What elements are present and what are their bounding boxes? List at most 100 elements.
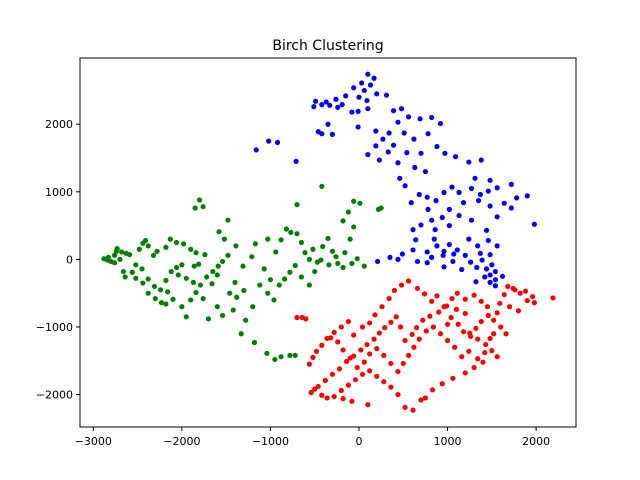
data-point bbox=[373, 143, 379, 149]
data-point bbox=[351, 85, 357, 91]
data-point bbox=[313, 98, 319, 104]
data-point bbox=[175, 272, 181, 278]
data-point bbox=[200, 204, 206, 210]
data-point bbox=[478, 157, 484, 163]
data-point bbox=[257, 282, 263, 288]
data-point bbox=[455, 321, 461, 327]
data-point bbox=[327, 102, 333, 108]
data-point bbox=[361, 263, 367, 269]
data-point bbox=[145, 243, 151, 249]
data-point bbox=[319, 102, 325, 108]
data-point bbox=[409, 331, 415, 338]
data-point bbox=[380, 136, 386, 142]
data-point bbox=[354, 256, 360, 262]
data-point bbox=[294, 231, 300, 237]
data-point bbox=[329, 248, 336, 254]
data-point bbox=[114, 245, 120, 252]
data-point bbox=[492, 277, 498, 283]
data-point bbox=[385, 149, 391, 155]
data-point bbox=[347, 236, 353, 242]
data-point bbox=[323, 99, 329, 105]
data-point bbox=[478, 318, 484, 325]
data-point bbox=[329, 131, 336, 137]
data-point bbox=[393, 314, 399, 320]
data-point bbox=[473, 279, 479, 285]
data-point bbox=[306, 361, 312, 367]
data-point bbox=[386, 295, 392, 302]
data-point bbox=[310, 354, 316, 360]
data-point bbox=[441, 304, 447, 310]
data-point bbox=[179, 262, 185, 268]
data-point bbox=[475, 198, 482, 204]
data-point bbox=[359, 324, 366, 330]
data-point bbox=[434, 293, 440, 299]
data-point bbox=[460, 329, 467, 335]
x-tick-label: 0 bbox=[356, 435, 363, 448]
data-point bbox=[487, 203, 493, 209]
data-point bbox=[331, 329, 337, 335]
data-point bbox=[335, 339, 341, 345]
data-point bbox=[119, 249, 125, 255]
data-point bbox=[413, 237, 419, 243]
data-point bbox=[349, 260, 355, 267]
data-point bbox=[139, 266, 145, 272]
data-point bbox=[482, 350, 488, 356]
data-point bbox=[430, 324, 436, 330]
data-point bbox=[225, 252, 231, 258]
data-point bbox=[446, 223, 452, 229]
data-point bbox=[474, 264, 480, 271]
data-point bbox=[338, 324, 344, 330]
data-point bbox=[267, 277, 274, 283]
data-point bbox=[127, 252, 133, 258]
data-point bbox=[390, 142, 397, 148]
chart-title: Birch Clustering bbox=[272, 38, 383, 54]
data-point bbox=[487, 252, 493, 258]
data-point bbox=[427, 313, 433, 319]
data-point bbox=[233, 243, 239, 249]
data-point bbox=[345, 209, 351, 215]
data-point bbox=[466, 348, 472, 354]
data-point bbox=[192, 205, 198, 211]
data-point bbox=[374, 373, 380, 379]
data-point bbox=[410, 247, 416, 253]
data-point bbox=[491, 331, 497, 337]
data-point bbox=[356, 94, 362, 100]
data-point bbox=[163, 301, 169, 307]
data-point bbox=[441, 189, 447, 196]
data-point bbox=[510, 285, 516, 292]
data-point bbox=[489, 262, 495, 268]
data-point bbox=[359, 371, 366, 377]
data-point bbox=[449, 295, 455, 302]
data-point bbox=[395, 368, 401, 375]
data-point bbox=[395, 256, 401, 262]
data-point bbox=[398, 324, 404, 330]
data-point bbox=[448, 314, 454, 321]
data-point bbox=[411, 344, 417, 350]
data-point bbox=[400, 360, 406, 367]
x-tick-label: 2000 bbox=[522, 435, 550, 448]
data-point bbox=[485, 237, 491, 244]
data-point bbox=[460, 200, 467, 206]
data-point bbox=[466, 159, 472, 165]
data-point bbox=[340, 396, 346, 402]
data-point bbox=[361, 359, 367, 365]
data-point bbox=[410, 407, 416, 413]
data-point bbox=[315, 383, 321, 390]
data-point bbox=[395, 391, 401, 398]
data-point bbox=[145, 276, 151, 282]
data-point bbox=[193, 289, 199, 296]
data-point bbox=[531, 221, 537, 227]
data-point bbox=[432, 227, 438, 233]
data-point bbox=[408, 200, 414, 206]
data-point bbox=[351, 224, 357, 230]
data-point bbox=[423, 328, 429, 334]
data-point bbox=[453, 306, 460, 313]
data-point bbox=[475, 243, 481, 249]
data-point bbox=[498, 324, 504, 330]
data-point bbox=[441, 264, 447, 270]
data-point bbox=[197, 282, 204, 288]
data-point bbox=[173, 239, 180, 246]
data-point bbox=[150, 252, 157, 258]
data-point bbox=[450, 375, 456, 381]
